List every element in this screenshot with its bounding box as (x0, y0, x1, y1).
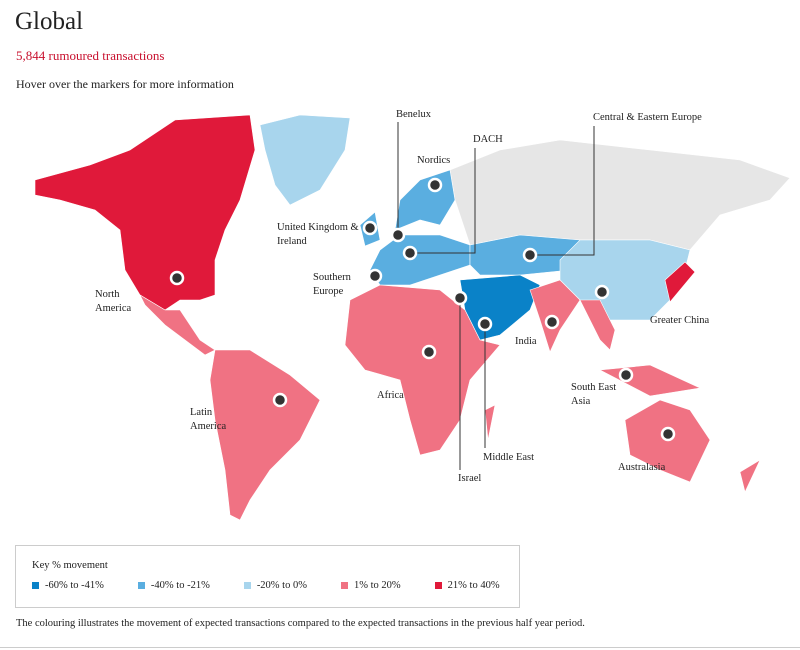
region-label: Israel (458, 473, 482, 484)
legend-swatch (340, 582, 348, 589)
legend-label: -60% to -41% (45, 580, 104, 591)
region-marker[interactable] (594, 284, 610, 300)
legend-item: -20% to 0% (243, 580, 307, 591)
russia (449, 139, 791, 251)
legend: Key % movement -60% to -41% -40% to -21% -… (15, 545, 520, 608)
region-marker[interactable] (660, 426, 676, 442)
legend-swatch (137, 582, 145, 589)
world-map (34, 114, 791, 521)
title: Global (15, 8, 84, 35)
region-marker[interactable] (390, 227, 406, 243)
north-america (34, 114, 256, 311)
region-marker[interactable] (544, 314, 560, 330)
legend-label: -40% to -21% (150, 580, 210, 591)
leader-line (410, 148, 476, 254)
region-label: Nordics (417, 155, 451, 166)
southeast-asia (579, 299, 616, 351)
region-marker[interactable] (452, 290, 468, 306)
region-label: Africa (377, 390, 404, 401)
madagascar (484, 404, 496, 441)
region-marker[interactable] (169, 270, 185, 286)
region-label: North America (95, 289, 132, 314)
region-marker[interactable] (402, 245, 418, 261)
region-label: United Kingdom & Ireland (277, 222, 359, 247)
legend-item: 21% to 40% (434, 580, 500, 591)
region-marker[interactable] (421, 344, 437, 360)
legend-swatch (243, 582, 251, 589)
region-label: Australasia (618, 462, 666, 473)
leader-line (530, 126, 595, 256)
subtitle: 5,844 rumoured transactions (16, 48, 165, 63)
region-label: India (515, 336, 537, 347)
legend-swatch (32, 582, 39, 589)
region-marker[interactable] (272, 392, 288, 408)
region-label: Latin America (190, 407, 227, 432)
region-marker[interactable] (362, 220, 378, 236)
region-label: Benelux (396, 109, 431, 120)
region-label: Central & Eastern Europe (593, 112, 702, 123)
japan (664, 261, 696, 303)
divider (0, 647, 800, 648)
instruction: Hover over the markers for more informat… (16, 77, 234, 91)
region-marker[interactable] (522, 247, 538, 263)
region-marker[interactable] (477, 316, 493, 332)
south-america (209, 349, 321, 521)
region-marker[interactable] (427, 177, 443, 193)
legend-item: -40% to -21% (137, 580, 210, 591)
footnote: The colouring illustrates the movement o… (16, 618, 585, 629)
legend-item: -60% to -41% (32, 580, 104, 591)
nordics (394, 169, 456, 231)
legend-swatch (434, 582, 442, 589)
new-zealand (739, 459, 761, 493)
legend-title: Key % movement (32, 560, 108, 571)
legend-label: 21% to 40% (447, 580, 500, 591)
region-marker[interactable] (618, 367, 634, 383)
central-america (139, 294, 216, 356)
europe (369, 234, 471, 286)
region-label: DACH (473, 134, 503, 145)
legend-item: 1% to 20% (340, 580, 401, 591)
legend-label: 1% to 20% (353, 580, 401, 591)
region-marker[interactable] (367, 268, 383, 284)
region-label: Greater China (650, 315, 710, 326)
legend-label: -20% to 0% (256, 580, 307, 591)
greenland (259, 114, 351, 206)
region-label: South East Asia (571, 382, 617, 407)
region-label: Middle East (483, 452, 535, 463)
region-label: Southern Europe (313, 272, 351, 297)
